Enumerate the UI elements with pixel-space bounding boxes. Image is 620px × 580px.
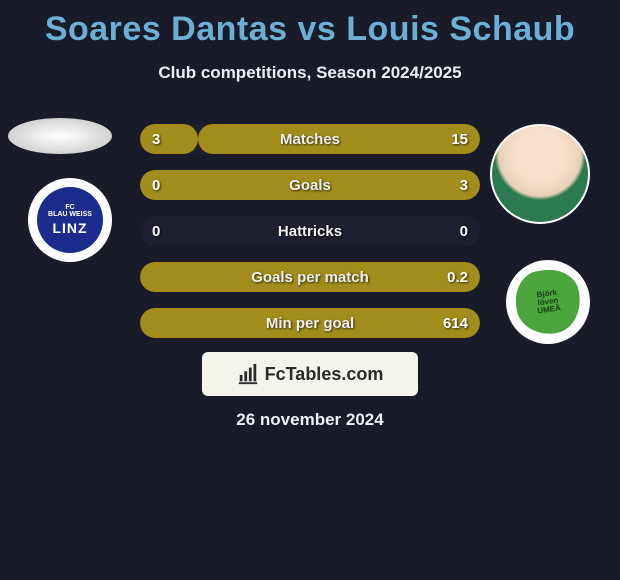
- branding-text: FcTables.com: [265, 364, 384, 385]
- stat-row: 00Hattricks: [140, 216, 480, 246]
- stats-container: 315Matches 03Goals 00Hattricks 0.2Goals per…: [140, 124, 480, 354]
- player-right-avatar: [490, 124, 590, 224]
- snapshot-date: 26 november 2024: [0, 410, 620, 430]
- stat-label: Min per goal: [140, 308, 480, 338]
- comparison-subtitle: Club competitions, Season 2024/2025: [0, 63, 620, 83]
- stat-label: Goals per match: [140, 262, 480, 292]
- stat-label: Hattricks: [140, 216, 480, 246]
- club-right-logo-inner: BjörklövenUMEÅ: [512, 266, 584, 338]
- club-left-logo: FCBLAU WEISSLINZ: [28, 178, 112, 262]
- branding-badge: FcTables.com: [202, 352, 418, 396]
- stat-row: 0.2Goals per match: [140, 262, 480, 292]
- club-right-logo: BjörklövenUMEÅ: [506, 260, 590, 344]
- stat-label: Goals: [140, 170, 480, 200]
- stat-row: 614Min per goal: [140, 308, 480, 338]
- chart-icon: [237, 363, 259, 385]
- stat-label: Matches: [140, 124, 480, 154]
- club-left-logo-inner: FCBLAU WEISSLINZ: [37, 187, 103, 253]
- stat-row: 03Goals: [140, 170, 480, 200]
- stat-row: 315Matches: [140, 124, 480, 154]
- player-left-avatar: [8, 118, 112, 154]
- comparison-title: Soares Dantas vs Louis Schaub: [0, 0, 620, 49]
